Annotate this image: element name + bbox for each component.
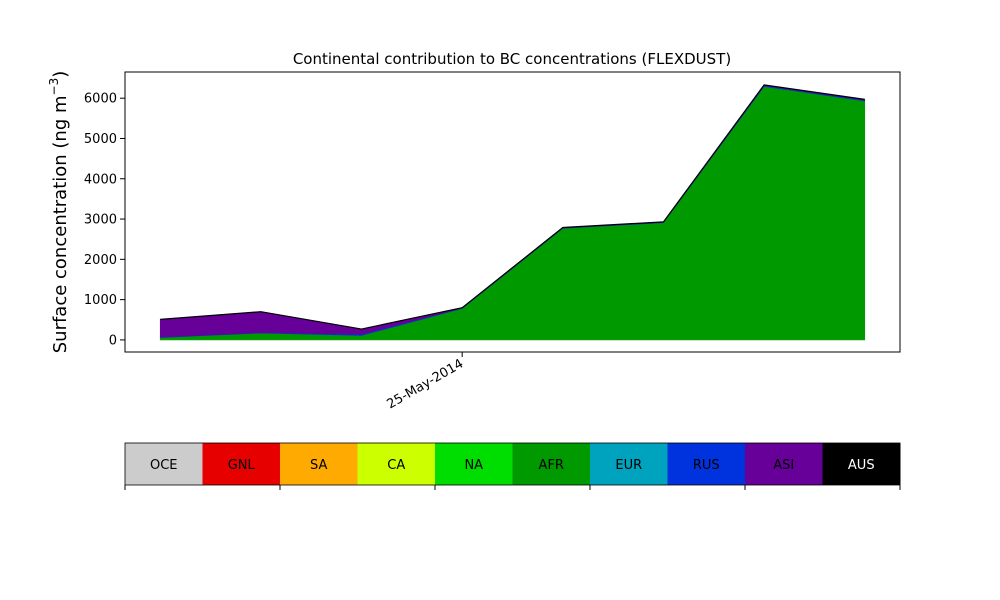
legend-label-eur: EUR (615, 458, 642, 473)
y-tick-label: 2000 (84, 253, 117, 268)
plot-frame (124, 71, 901, 353)
y-tick-label: 6000 (84, 92, 117, 107)
legend: OCE GNL SA CA NA AFR EUR RUS ASI AUS (124, 442, 901, 490)
y-axis-label-superscript: −3 (47, 78, 61, 96)
y-tick-label: 3000 (84, 213, 117, 228)
legend-label-ca: CA (387, 458, 405, 473)
y-axis: 0 1000 2000 3000 4000 5000 6000 (84, 92, 125, 348)
legend-swatch-eur (590, 443, 668, 485)
legend-label-asi: ASI (773, 458, 794, 473)
legend-label-na: NA (464, 458, 483, 473)
y-axis-label-close: ) (50, 71, 71, 78)
x-tick-label: 25-May-2014 (384, 356, 466, 412)
legend-label-aus: AUS (848, 458, 875, 473)
legend-swatch-oce (125, 443, 203, 485)
legend-swatch-aus (822, 443, 901, 485)
y-tick-label: 1000 (84, 293, 117, 308)
area-afr (159, 86, 866, 341)
y-axis-label-text: Surface concentration (ng m (50, 95, 71, 353)
legend-label-rus: RUS (693, 458, 720, 473)
y-tick-label: 5000 (84, 132, 117, 147)
y-tick-label: 4000 (84, 172, 117, 187)
legend-frame (124, 442, 901, 486)
legend-swatch-na (435, 443, 513, 485)
legend-swatch-gnl (202, 443, 281, 485)
legend-label-oce: OCE (150, 458, 178, 473)
legend-swatch-asi (745, 443, 823, 485)
legend-swatch-ca (357, 443, 436, 485)
y-axis-label: Surface concentration (ng m−3) (47, 71, 71, 354)
y-tick-label: 0 (109, 333, 117, 348)
legend-label-afr: AFR (539, 458, 564, 473)
stacked-areas (159, 84, 866, 341)
svg-text:Surface concentration (ng m−3): Surface concentration (ng m−3) (47, 71, 71, 354)
chart-title: Continental contribution to BC concentra… (293, 50, 731, 68)
x-axis: 25-May-2014 (384, 352, 466, 412)
legend-swatch-sa (280, 443, 358, 485)
legend-label-sa: SA (310, 458, 327, 473)
legend-label-gnl: GNL (228, 458, 256, 473)
legend-swatch-afr (512, 443, 591, 485)
legend-swatch-rus (667, 443, 746, 485)
total-outline (160, 84, 865, 330)
